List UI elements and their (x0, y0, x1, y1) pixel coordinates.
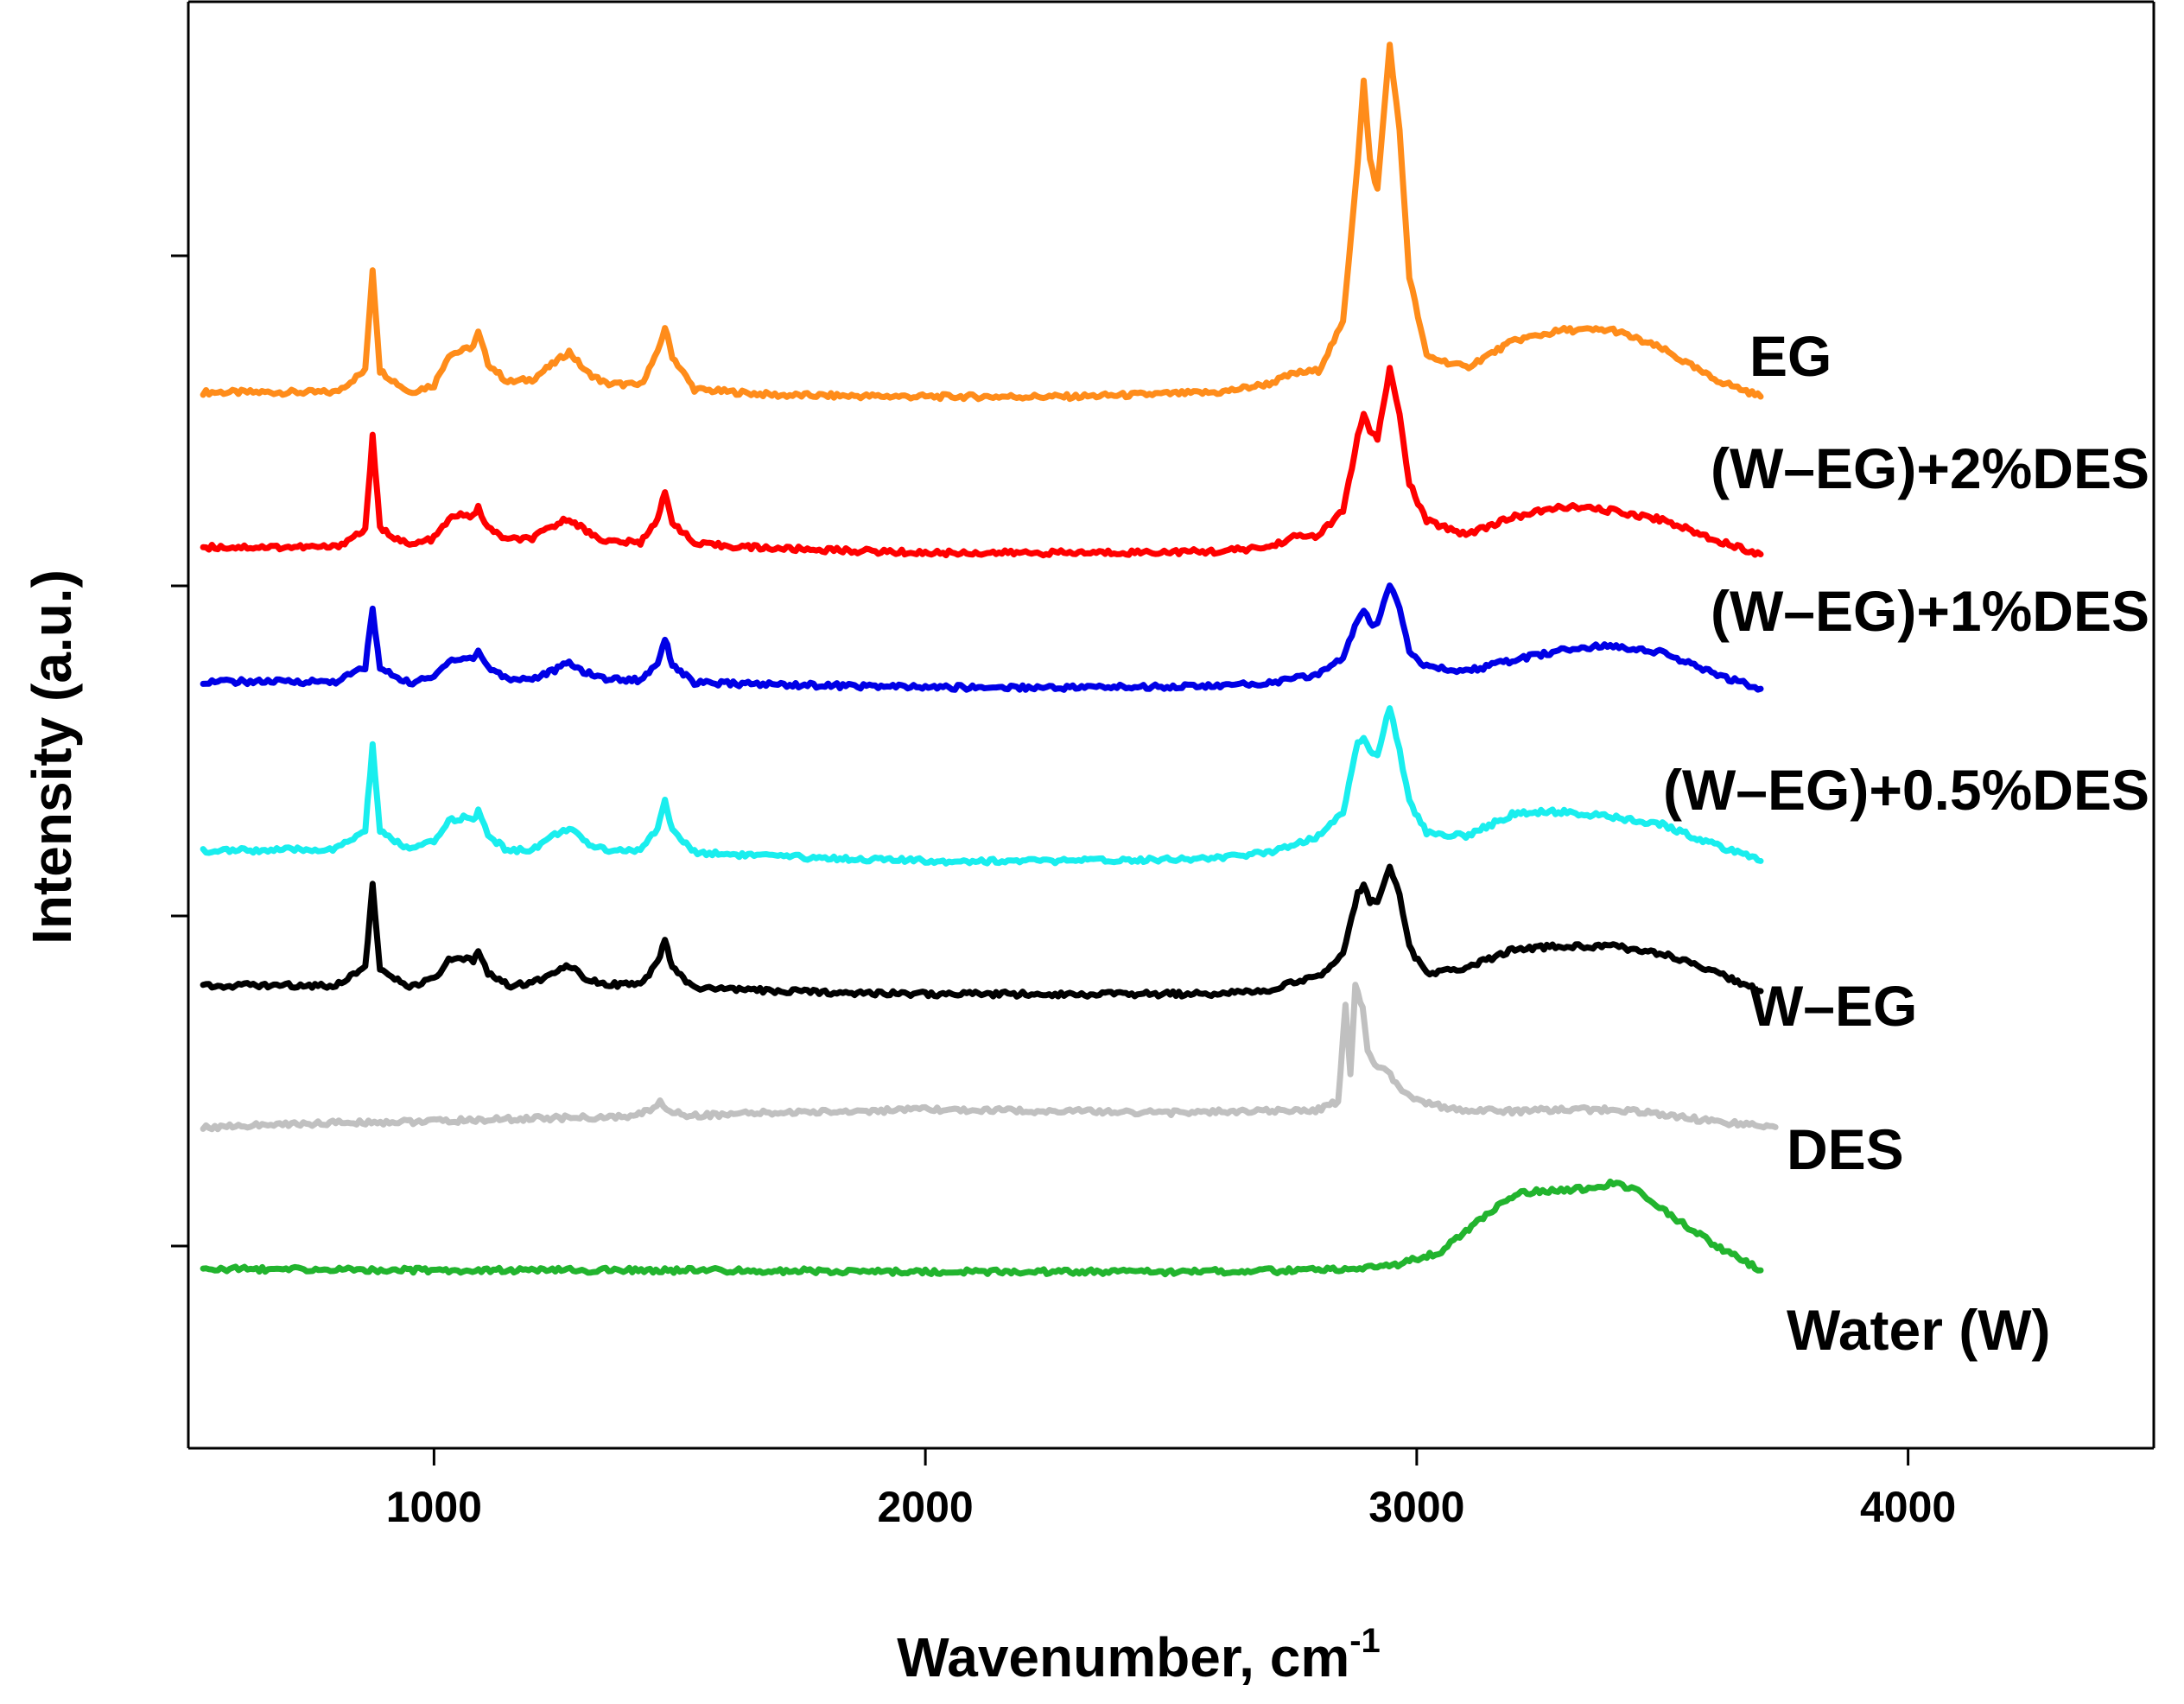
series-line-w-eg-1-des (200, 582, 1764, 693)
series-label-w-eg-0-5-des: (W–EG)+0.5%DES (1663, 758, 2149, 822)
plot-area (188, 0, 2154, 1448)
x-axis-title-main: Wavenumber, cm (897, 1626, 1349, 1688)
series-label-water-w: Water (W) (1787, 1298, 2051, 1362)
x-tick-label: 2000 (878, 1483, 974, 1531)
x-tick-label: 1000 (386, 1483, 482, 1531)
series-line-w-eg (200, 863, 1764, 1000)
series-line-water-w (200, 1178, 1764, 1278)
series-line-w-eg-0-5-des (200, 705, 1764, 867)
x-axis-ticks: 1000 2000 3000 4000 (386, 1448, 1956, 1531)
y-axis-title: Intensity (a.u.) (21, 569, 83, 944)
series-line-eg (200, 41, 1764, 403)
series-line-w-eg-2-des (200, 365, 1764, 559)
series-label-w-eg: W–EG (1749, 974, 1917, 1038)
series-label-w-eg-1-des: (W–EG)+1%DES (1711, 579, 2149, 643)
y-axis-ticks (171, 254, 188, 1248)
series-line-des (200, 982, 1779, 1133)
x-tick-label: 4000 (1860, 1483, 1956, 1531)
series-label-des: DES (1787, 1117, 1904, 1181)
series-label-eg: EG (1749, 324, 1832, 388)
x-tick-label: 3000 (1368, 1483, 1464, 1531)
x-axis-title: Wavenumber, cm-1 (897, 1622, 1381, 1688)
x-axis-title-superscript: -1 (1349, 1622, 1381, 1660)
series-label-w-eg-2-des: (W–EG)+2%DES (1711, 436, 2149, 500)
series-labels: EG (W–EG)+2%DES (W–EG)+1%DES (W–EG)+0.5%DES… (1663, 324, 2149, 1362)
series-group (200, 41, 1779, 1278)
